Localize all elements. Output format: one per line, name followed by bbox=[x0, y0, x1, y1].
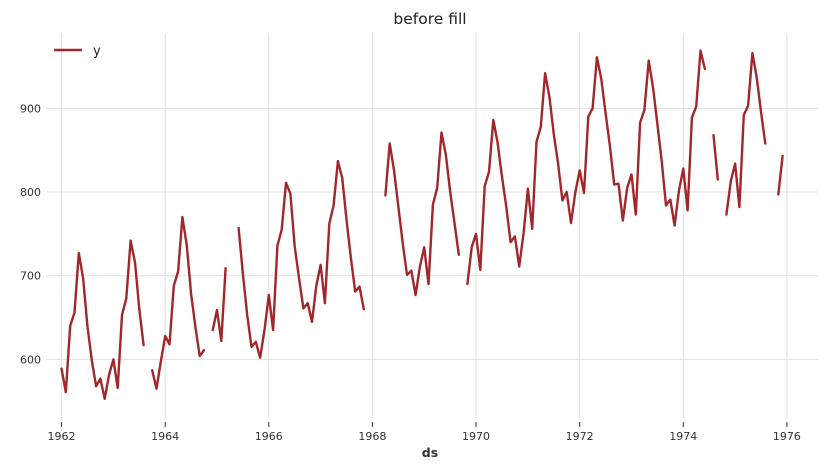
legend-label-y: y bbox=[93, 44, 101, 59]
y-tick-label: 800 bbox=[20, 186, 41, 199]
y-tick-label: 700 bbox=[20, 270, 41, 283]
x-tick-label: 1974 bbox=[669, 430, 697, 443]
series-y-segment-4 bbox=[237, 159, 365, 359]
series-y-segment-5 bbox=[384, 131, 460, 297]
series-y-segment-6 bbox=[466, 49, 707, 286]
chart-title: before fill bbox=[393, 10, 466, 28]
series-y-segment-8 bbox=[725, 51, 767, 216]
grid-lines bbox=[46, 33, 818, 418]
legend: y bbox=[54, 44, 101, 59]
series-lines bbox=[60, 49, 784, 400]
x-tick-label: 1966 bbox=[255, 430, 283, 443]
series-y-segment-7 bbox=[712, 133, 719, 181]
series-y-segment-9 bbox=[777, 154, 784, 196]
x-tick-label: 1964 bbox=[151, 430, 179, 443]
axis-ticks: 1962 1964 1966 1968 1970 1972 1974 1976 600 700 80… bbox=[20, 102, 801, 443]
x-axis-label: ds bbox=[422, 445, 438, 460]
x-tick-label: 1970 bbox=[462, 430, 490, 443]
series-y-segment-1 bbox=[60, 239, 145, 400]
series-y-segment-2 bbox=[151, 215, 206, 390]
series-y-segment-3 bbox=[211, 267, 227, 343]
x-tick-label: 1972 bbox=[566, 430, 594, 443]
y-tick-label: 900 bbox=[20, 102, 41, 115]
x-tick-label: 1962 bbox=[48, 430, 76, 443]
x-tick-label: 1968 bbox=[358, 430, 386, 443]
y-tick-label: 600 bbox=[20, 353, 41, 366]
x-tick-label: 1976 bbox=[773, 430, 801, 443]
